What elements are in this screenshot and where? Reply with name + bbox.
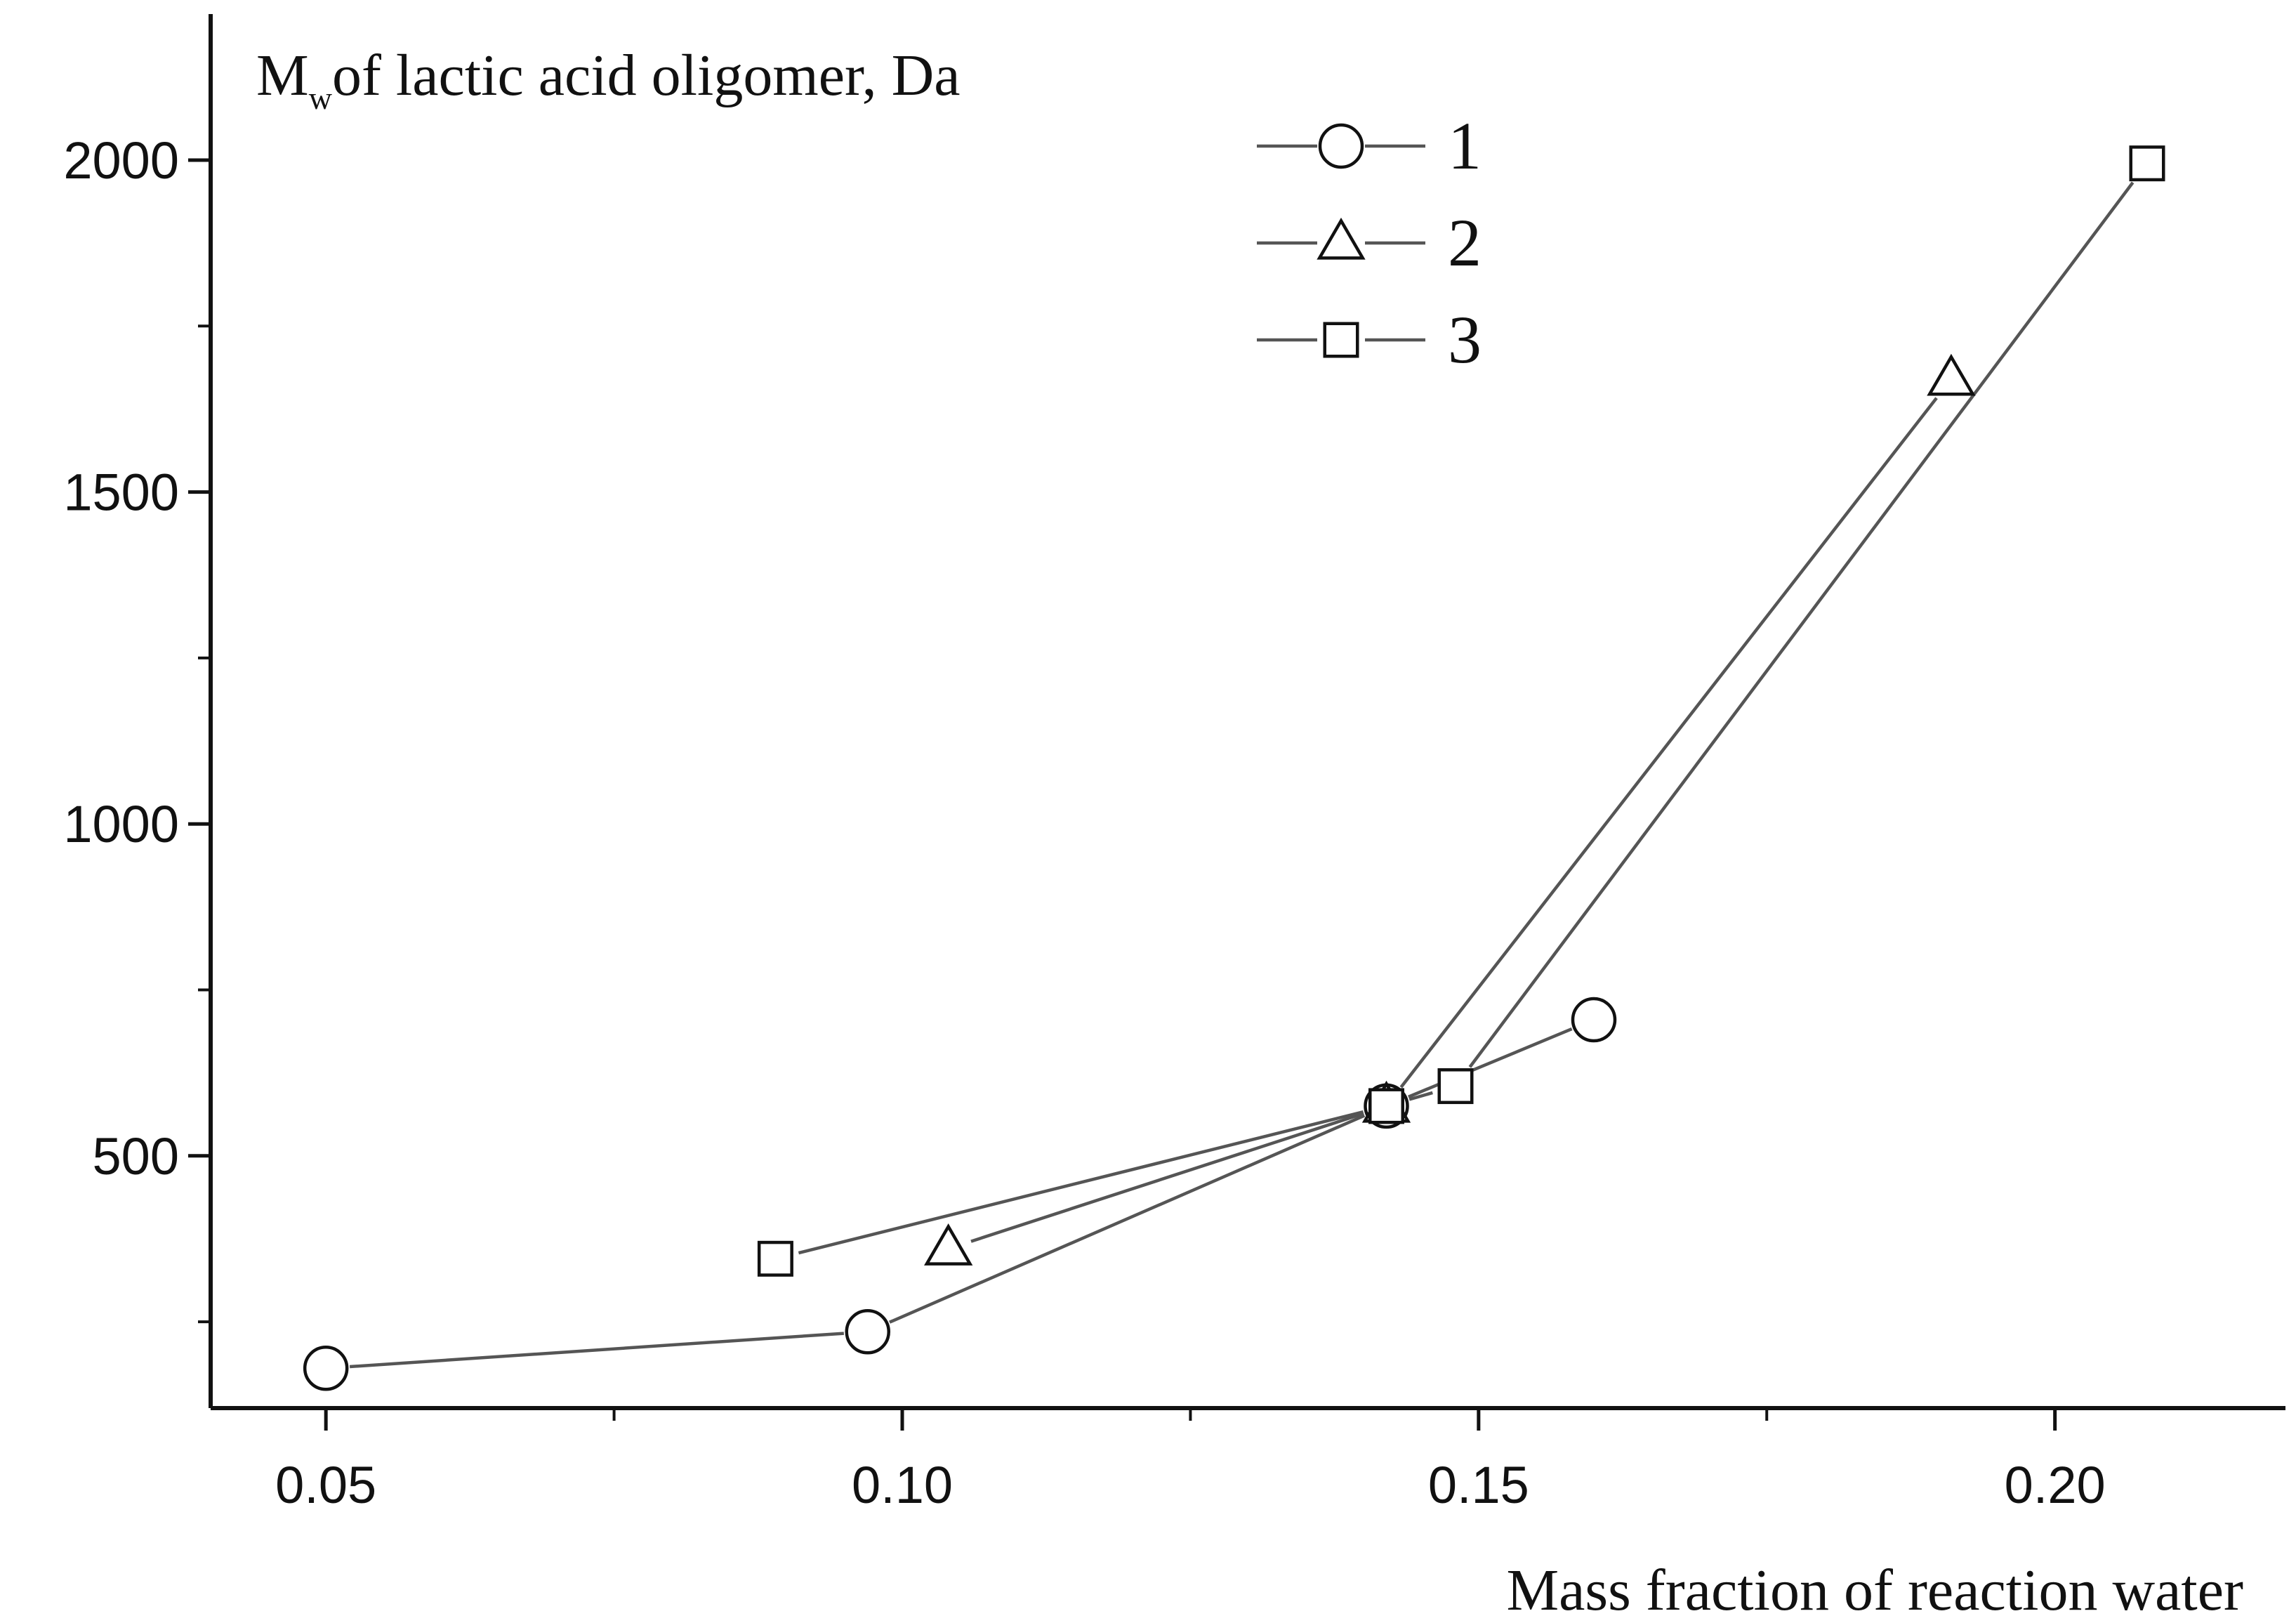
series-1-segment	[889, 1114, 1366, 1324]
x-tick-label: 0.15	[1428, 1456, 1529, 1514]
series-2-point	[924, 1223, 973, 1266]
series-1-segment	[1408, 1027, 1573, 1098]
data-markers	[303, 145, 2165, 1391]
y-tick-label: 2000	[63, 131, 179, 190]
y-axis-label-subscript: w	[309, 80, 333, 116]
series-3-segment	[798, 1110, 1364, 1255]
y-tick-label: 1000	[63, 795, 179, 853]
series-3-point	[757, 1240, 793, 1277]
legend-marker-2	[1317, 217, 1366, 260]
axes	[209, 14, 2285, 1410]
x-tick-label: 0.20	[2005, 1456, 2106, 1514]
x-tick-label: 0.10	[852, 1456, 953, 1514]
legend-marker-3	[1323, 322, 1359, 358]
series-2-segment	[1399, 397, 1938, 1089]
series-2-segment	[970, 1112, 1364, 1243]
x-axis-label: Mass fraction of reaction water	[1506, 1558, 2243, 1623]
legend-label: 2	[1448, 205, 1482, 280]
series-2-point	[1927, 353, 1976, 396]
legend-label: 3	[1448, 302, 1482, 377]
series-1-point	[1571, 997, 1617, 1043]
y-tick-label: 500	[93, 1127, 179, 1185]
y-axis-label-rest: of lactic acid oligomer, Da	[332, 43, 961, 108]
ticks: 0.05 0.10 0.15 0.20 500 1000 1500 2000	[63, 131, 2105, 1514]
y-axis-label-main: M	[256, 43, 309, 108]
legend-marker-1	[1318, 123, 1364, 169]
legend-label: 1	[1448, 108, 1482, 183]
series-3-segment	[1468, 181, 2135, 1068]
series-3-point	[2129, 145, 2165, 182]
x-tick-label: 0.05	[275, 1456, 376, 1514]
series-1-point	[303, 1346, 349, 1391]
series-1-segment	[349, 1332, 844, 1369]
series-1-point	[845, 1309, 890, 1355]
y-tick-label: 1500	[63, 464, 179, 522]
series-3-point	[1437, 1068, 1474, 1105]
y-axis-label: Mwof lactic acid oligomer, Da	[256, 43, 961, 116]
legend: 1 2 3	[1257, 108, 1482, 377]
series-lines	[349, 181, 2135, 1369]
series-3-point	[1368, 1088, 1404, 1124]
series-3-segment	[1408, 1091, 1433, 1101]
